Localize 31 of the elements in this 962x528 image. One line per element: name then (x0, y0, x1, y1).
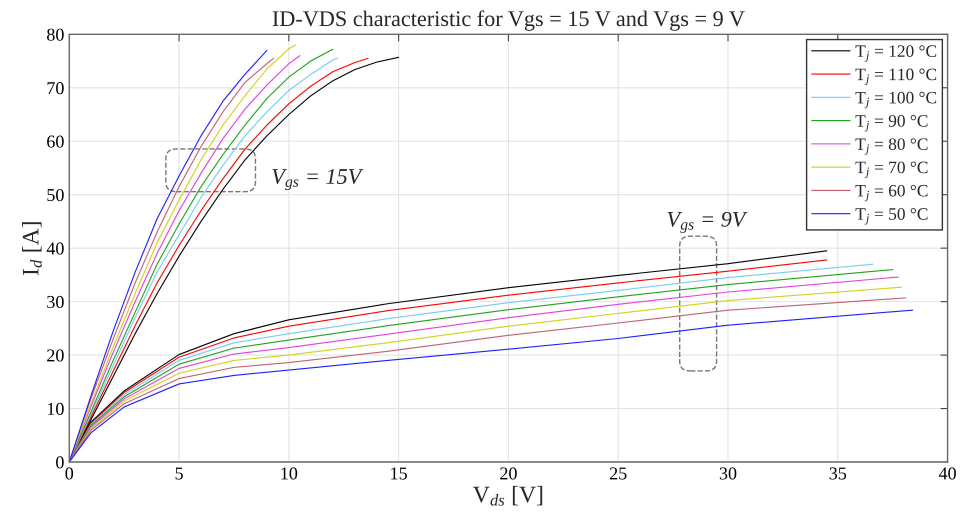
y-tick-label: 80 (47, 28, 64, 41)
legend-label: T$_{j}$ = 70 °C (856, 162, 928, 178)
y-tick-label: 10 (48, 402, 64, 415)
x-tick-label: 20 (500, 467, 517, 480)
y-tick-label: 0 (56, 456, 64, 468)
x-tick-label: 25 (610, 467, 627, 480)
x-tick-label: 5 (176, 468, 183, 480)
legend-label: T$_{j}$ = 110 °C (856, 68, 936, 86)
chart-title: ID-VDS characteristic for Vgs = 15 V and Vgs = 9 V (272, 10, 745, 31)
legend-label: T$_{j}$ = 60 °C (856, 184, 928, 202)
x-tick-label: 35 (830, 467, 846, 480)
x-tick-label: 10 (281, 467, 298, 480)
y-tick-label: 30 (47, 296, 64, 308)
x-axis-title: V$_{ds}$ [V] (473, 486, 542, 506)
y-tick-label: 50 (47, 188, 64, 202)
y-tick-label: 20 (47, 349, 64, 362)
x-tick-label: 40 (938, 467, 956, 480)
legend-label: T$_{j}$ = 90 °C (856, 115, 928, 132)
y-axis-title: I$_{d}$ [A] (22, 222, 42, 276)
legend-label: T$_{j}$ = 120 °C (856, 45, 936, 62)
legend-label: T$_{j}$ = 100 °C (856, 92, 936, 108)
x-tick-label: 0 (65, 467, 74, 480)
y-tick-label: 70 (48, 82, 64, 94)
legend-label: T$_{j}$ = 50 °C (856, 208, 928, 225)
x-tick-label: 30 (720, 467, 736, 480)
y-tick-label: 40 (46, 242, 64, 255)
annotation: V$_{gs}$ = 9V (668, 212, 748, 233)
annotation: V$_{gs}$ = 15V (272, 169, 364, 190)
y-tick-label: 60 (47, 135, 64, 148)
x-tick-label: 15 (391, 467, 407, 480)
legend-label: T$_{j}$ = 80 °C (856, 138, 928, 155)
